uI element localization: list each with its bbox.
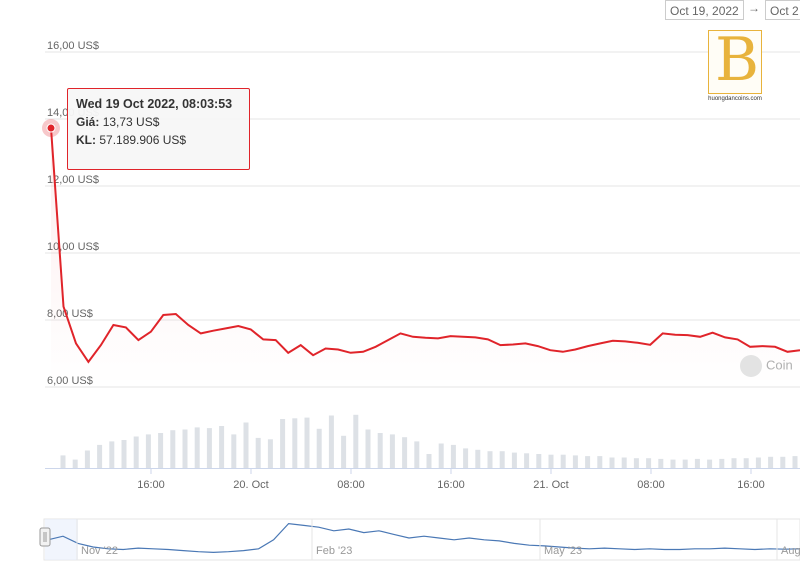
volume-bar: [707, 459, 713, 468]
coingecko-watermark: Coin: [740, 355, 793, 377]
range-start-input[interactable]: Oct 19, 2022: [665, 0, 744, 20]
volume-bar: [389, 434, 395, 468]
range-end-input[interactable]: Oct 2: [765, 0, 800, 20]
y-tick-label: 12,00 US$: [47, 174, 99, 186]
x-tick-label: 08:00: [337, 479, 365, 491]
volume-bar: [402, 437, 408, 468]
chart-tooltip: Wed 19 Oct 2022, 08:03:53 Giá: 13,73 US$…: [67, 88, 250, 170]
gecko-icon: [740, 355, 762, 377]
volume-bar: [328, 415, 334, 468]
volume-bar: [219, 426, 225, 468]
x-tick-label: 16:00: [737, 479, 765, 491]
x-tick-label: 08:00: [637, 479, 665, 491]
volume-bar: [475, 449, 481, 468]
volume-bar: [768, 456, 774, 468]
tooltip-volume-label: KL:: [76, 133, 96, 147]
volume-bar: [719, 458, 725, 468]
volume-bar: [145, 434, 151, 468]
range-arrow: →: [748, 1, 760, 15]
hover-point: [46, 123, 56, 133]
watermark-text: Coin: [766, 357, 793, 373]
logo-site-text: huongdancoins.com: [708, 96, 762, 102]
volume-bar: [682, 459, 688, 468]
volume-bar: [755, 457, 761, 468]
navigator-frame: [43, 518, 800, 561]
volume-bar: [353, 414, 359, 468]
volume-bar: [231, 434, 237, 468]
volume-bar: [487, 451, 493, 468]
navigator-tick-label: May '23: [544, 545, 582, 557]
volume-bar: [414, 441, 420, 468]
volume-bar: [511, 452, 517, 468]
volume-bar: [560, 454, 566, 468]
volume-bar: [609, 457, 615, 468]
volume-bar: [450, 444, 456, 468]
navigator-tick-label: Feb '23: [316, 545, 352, 557]
volume-bar: [585, 456, 591, 468]
price-line: [50, 127, 800, 364]
price-area: [51, 128, 800, 387]
volume-bar: [670, 459, 676, 468]
volume-bar: [158, 433, 164, 468]
volume-bar: [97, 444, 103, 468]
y-tick-label: 16,00 US$: [47, 40, 99, 52]
volume-bar: [792, 456, 798, 468]
x-tick-label: 20. Oct: [233, 479, 268, 491]
volume-bar: [316, 428, 322, 468]
volume-bar: [597, 456, 603, 468]
volume-bar: [731, 458, 737, 468]
volume-bar: [206, 428, 212, 468]
tooltip-price-row: Giá: 13,73 US$: [76, 115, 241, 129]
volume-bar: [194, 427, 200, 468]
tooltip-price-label: Giá:: [76, 115, 100, 129]
volume-bar: [182, 429, 188, 468]
volume-bar: [377, 433, 383, 468]
volume-bar: [633, 458, 639, 468]
volume-bar: [84, 450, 90, 468]
volume-bar: [572, 455, 578, 468]
volume-bar: [255, 437, 261, 468]
volume-bar: [121, 440, 127, 468]
volume-bar: [438, 443, 444, 468]
volume-bar: [267, 439, 273, 468]
volume-bar: [621, 457, 627, 468]
tooltip-volume-value: 57.189.906 US$: [99, 133, 187, 147]
x-tick-label: 16:00: [437, 479, 465, 491]
x-tick-label: 21. Oct: [533, 479, 568, 491]
tooltip-title: Wed 19 Oct 2022, 08:03:53: [76, 97, 233, 111]
volume-bar: [646, 458, 652, 468]
volume-bar: [658, 458, 664, 468]
x-tick-label: 16:00: [137, 479, 165, 491]
volume-bar: [536, 454, 542, 468]
site-logo: B huongdancoins.com: [708, 25, 763, 105]
navigator-tick-label: Aug: [781, 545, 800, 557]
volume-bar: [694, 458, 700, 468]
volume-bar: [365, 429, 371, 468]
volume-bar: [341, 435, 347, 468]
navigator-handle[interactable]: [39, 527, 51, 547]
volume-bar: [170, 430, 176, 468]
volume-bar: [426, 454, 432, 468]
logo-frame: B: [708, 25, 762, 95]
logo-letter: B: [715, 25, 760, 95]
volume-bar: [304, 417, 310, 468]
volume-bar: [780, 456, 786, 468]
volume-bar: [243, 422, 249, 468]
volume-bar: [109, 441, 115, 468]
volume-bar: [499, 451, 505, 468]
volume-bar: [133, 436, 139, 468]
volume-bar: [743, 458, 749, 468]
volume-bar: [72, 459, 78, 468]
navigator-series: [47, 522, 800, 554]
tooltip-volume-row: KL: 57.189.906 US$: [76, 133, 241, 147]
volume-bar: [60, 455, 66, 468]
volume-bar: [280, 419, 286, 468]
navigator-tick-label: Nov '22: [81, 545, 118, 557]
volume-bar: [524, 453, 530, 468]
volume-bar: [292, 418, 298, 468]
tooltip-price-value: 13,73 US$: [102, 115, 160, 129]
volume-bar: [463, 448, 469, 468]
volume-bar: [548, 454, 554, 468]
